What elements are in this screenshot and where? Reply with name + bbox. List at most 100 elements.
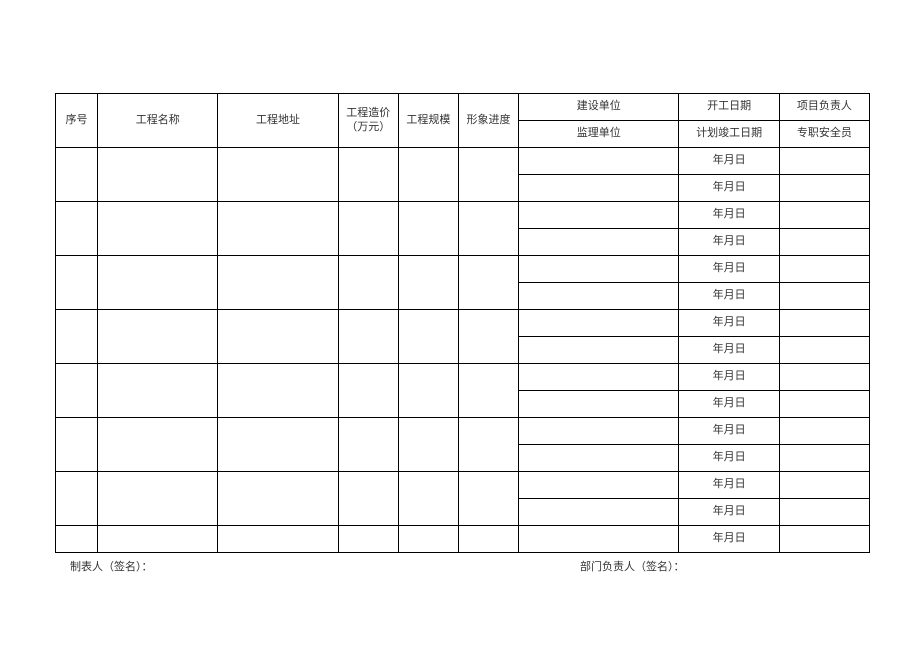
cell-date: 年月日 xyxy=(679,526,779,553)
cell-scale xyxy=(398,148,458,202)
cell-name xyxy=(98,148,218,202)
cell-unit xyxy=(519,499,679,526)
cell-scale xyxy=(398,472,458,526)
header-prog: 形象进度 xyxy=(458,94,518,148)
cell-date: 年月日 xyxy=(679,445,779,472)
cell-unit xyxy=(519,337,679,364)
cell-unit xyxy=(519,472,679,499)
cell-person xyxy=(779,175,869,202)
cell-date: 年月日 xyxy=(679,202,779,229)
footer-dept-head: 部门负责人（签名）： xyxy=(580,558,685,574)
cell-name xyxy=(98,256,218,310)
cell-seq xyxy=(56,364,98,418)
cell-scale xyxy=(398,202,458,256)
cell-person xyxy=(779,148,869,175)
cell-addr xyxy=(218,526,338,553)
table-header: 序号 工程名称 工程地址 工程造价（万元） 工程规模 形象进度 建设单位 开工日… xyxy=(56,94,870,148)
table-row: 年月日 xyxy=(56,202,870,229)
header-seq: 序号 xyxy=(56,94,98,148)
cell-seq xyxy=(56,202,98,256)
table-body: 年月日年月日年月日年月日年月日年月日年月日年月日年月日年月日年月日年月日年月日年… xyxy=(56,148,870,553)
cell-prog xyxy=(458,526,518,553)
table-row: 年月日 xyxy=(56,418,870,445)
cell-seq xyxy=(56,418,98,472)
cell-prog xyxy=(458,148,518,202)
cell-addr xyxy=(218,148,338,202)
cell-person xyxy=(779,526,869,553)
cell-scale xyxy=(398,310,458,364)
cell-date: 年月日 xyxy=(679,229,779,256)
form-table-container: 序号 工程名称 工程地址 工程造价（万元） 工程规模 形象进度 建设单位 开工日… xyxy=(55,93,870,553)
cell-addr xyxy=(218,202,338,256)
cell-date: 年月日 xyxy=(679,364,779,391)
cell-name xyxy=(98,418,218,472)
table-row: 年月日 xyxy=(56,364,870,391)
cell-person xyxy=(779,337,869,364)
header-date-top: 开工日期 xyxy=(679,94,779,121)
table-row: 年月日 xyxy=(56,310,870,337)
cell-cost xyxy=(338,472,398,526)
cell-person xyxy=(779,418,869,445)
cell-date: 年月日 xyxy=(679,337,779,364)
cell-addr xyxy=(218,310,338,364)
cell-unit xyxy=(519,256,679,283)
cell-cost xyxy=(338,310,398,364)
cell-person xyxy=(779,283,869,310)
cell-unit xyxy=(519,283,679,310)
cell-scale xyxy=(398,418,458,472)
cell-date: 年月日 xyxy=(679,283,779,310)
cell-cost xyxy=(338,526,398,553)
cell-person xyxy=(779,391,869,418)
cell-name xyxy=(98,364,218,418)
cell-unit xyxy=(519,175,679,202)
cell-date: 年月日 xyxy=(679,472,779,499)
cell-addr xyxy=(218,364,338,418)
table-row: 年月日 xyxy=(56,526,870,553)
cell-unit xyxy=(519,229,679,256)
cell-person xyxy=(779,256,869,283)
cell-person xyxy=(779,202,869,229)
cell-person xyxy=(779,445,869,472)
cell-seq xyxy=(56,472,98,526)
cell-prog xyxy=(458,202,518,256)
cell-prog xyxy=(458,310,518,364)
cell-addr xyxy=(218,256,338,310)
cell-unit xyxy=(519,391,679,418)
cell-seq xyxy=(56,256,98,310)
header-name: 工程名称 xyxy=(98,94,218,148)
cell-date: 年月日 xyxy=(679,175,779,202)
cell-unit xyxy=(519,202,679,229)
header-scale: 工程规模 xyxy=(398,94,458,148)
header-cost: 工程造价（万元） xyxy=(338,94,398,148)
header-person-top: 项目负责人 xyxy=(779,94,869,121)
cell-addr xyxy=(218,472,338,526)
cell-cost xyxy=(338,418,398,472)
cell-date: 年月日 xyxy=(679,256,779,283)
header-date-bot: 计划竣工日期 xyxy=(679,121,779,148)
cell-unit xyxy=(519,445,679,472)
cell-name xyxy=(98,526,218,553)
cell-person xyxy=(779,499,869,526)
cell-addr xyxy=(218,418,338,472)
cell-date: 年月日 xyxy=(679,310,779,337)
cell-name xyxy=(98,202,218,256)
cell-cost xyxy=(338,364,398,418)
cell-person xyxy=(779,310,869,337)
cell-unit xyxy=(519,526,679,553)
cell-unit xyxy=(519,310,679,337)
cell-seq xyxy=(56,526,98,553)
project-table: 序号 工程名称 工程地址 工程造价（万元） 工程规模 形象进度 建设单位 开工日… xyxy=(55,93,870,553)
cell-cost xyxy=(338,256,398,310)
table-row: 年月日 xyxy=(56,256,870,283)
cell-scale xyxy=(398,256,458,310)
cell-unit xyxy=(519,418,679,445)
cell-seq xyxy=(56,310,98,364)
header-unit-top: 建设单位 xyxy=(519,94,679,121)
cell-date: 年月日 xyxy=(679,391,779,418)
cell-name xyxy=(98,310,218,364)
cell-person xyxy=(779,229,869,256)
cell-name xyxy=(98,472,218,526)
header-addr: 工程地址 xyxy=(218,94,338,148)
cell-unit xyxy=(519,364,679,391)
cell-prog xyxy=(458,472,518,526)
